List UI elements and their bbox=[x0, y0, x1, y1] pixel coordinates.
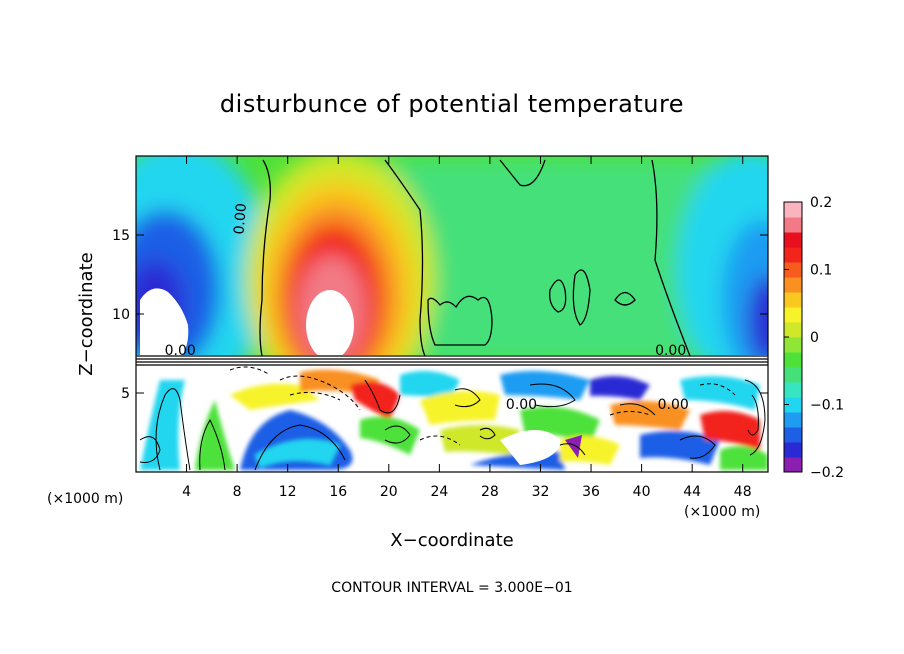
colorbar-swatch bbox=[784, 202, 802, 218]
colorbar-swatch bbox=[784, 232, 802, 248]
contour-label: 0.00 bbox=[655, 343, 686, 359]
lower-white-patch bbox=[500, 430, 560, 465]
colorbar: 0.2 0.1 0 −0.1 −0.2 bbox=[783, 195, 844, 481]
x-tick-label: 40 bbox=[633, 484, 651, 500]
colorbar-swatch bbox=[784, 247, 802, 263]
colorbar-swatch bbox=[784, 442, 802, 458]
colorbar-tick-label: 0 bbox=[810, 330, 819, 346]
y-axis-label: Z−coordinate bbox=[76, 252, 97, 375]
x-unit-right: (×1000 m) bbox=[684, 504, 760, 520]
colorbar-swatch bbox=[784, 337, 802, 353]
x-unit-left: (×1000 m) bbox=[47, 491, 123, 507]
y-tick-label: 15 bbox=[112, 228, 130, 244]
cold-core-left bbox=[140, 288, 189, 360]
x-tick-label: 24 bbox=[430, 484, 448, 500]
colorbar-tick-label: −0.1 bbox=[810, 398, 844, 414]
contour-interval-note: CONTOUR INTERVAL = 3.000E−01 bbox=[331, 580, 572, 596]
colorbar-swatch bbox=[784, 382, 802, 398]
colorbar-swatch bbox=[784, 427, 802, 443]
colorbar-ticks: 0.2 0.1 0 −0.1 −0.2 bbox=[784, 195, 844, 481]
chart-title: disturbunce of potential temperature bbox=[220, 90, 684, 118]
colorbar-swatch bbox=[784, 307, 802, 323]
colorbar-swatch bbox=[784, 397, 802, 413]
x-tick-label: 8 bbox=[233, 484, 242, 500]
contour-label: 0.00 bbox=[658, 397, 689, 413]
contour-label: 0.00 bbox=[231, 203, 250, 235]
contour-label: 0.00 bbox=[165, 343, 196, 359]
colorbar-swatch bbox=[784, 262, 802, 278]
x-tick-label: 48 bbox=[734, 484, 752, 500]
colorbar-swatch bbox=[784, 277, 802, 293]
colorbar-tick-label: −0.2 bbox=[810, 465, 844, 481]
inversion-contours bbox=[136, 355, 768, 366]
contour-labels: 0.00 0.00 0.00 0.00 0.00 bbox=[165, 203, 689, 413]
x-axis-ticks: 4 8 12 16 20 24 28 32 36 40 44 48 bbox=[182, 156, 752, 500]
field-map: 0.00 0.00 0.00 0.00 0.00 bbox=[136, 156, 768, 472]
x-tick-label: 4 bbox=[182, 484, 191, 500]
y-tick-label: 5 bbox=[121, 386, 130, 402]
negative-contours bbox=[229, 366, 736, 446]
y-tick-label: 10 bbox=[112, 307, 130, 323]
colorbar-swatch bbox=[784, 457, 802, 473]
warm-core bbox=[306, 290, 354, 360]
colorbar-tick-label: 0.2 bbox=[810, 195, 832, 211]
x-tick-label: 28 bbox=[481, 484, 499, 500]
x-tick-label: 12 bbox=[279, 484, 297, 500]
colorbar-tick-label: 0.1 bbox=[810, 263, 832, 279]
lower-field bbox=[140, 369, 768, 470]
x-tick-label: 16 bbox=[329, 484, 347, 500]
colorbar-swatch bbox=[784, 292, 802, 308]
plot-area: 0.000.000.000.000.00 4 8 12 16 20 24 28 32 36 40 4… bbox=[112, 155, 769, 500]
colorbar-swatch bbox=[784, 217, 802, 233]
contour-label: 0.00 bbox=[506, 397, 537, 413]
x-tick-label: 44 bbox=[683, 484, 701, 500]
colorbar-swatch bbox=[784, 352, 802, 368]
x-axis-label: X−coordinate bbox=[390, 530, 513, 551]
zero-contours bbox=[259, 159, 691, 357]
x-tick-label: 32 bbox=[532, 484, 550, 500]
lower-purple-patch bbox=[565, 435, 582, 458]
x-tick-label: 20 bbox=[380, 484, 398, 500]
y-axis-ticks: 5 10 15 bbox=[112, 228, 768, 402]
colorbar-swatch bbox=[784, 412, 802, 428]
colorbar-swatches bbox=[784, 202, 802, 473]
colorbar-swatch bbox=[784, 367, 802, 383]
inversion-band bbox=[136, 355, 768, 365]
x-tick-label: 36 bbox=[582, 484, 600, 500]
lower-contours bbox=[139, 379, 766, 471]
colorbar-swatch bbox=[784, 322, 802, 338]
